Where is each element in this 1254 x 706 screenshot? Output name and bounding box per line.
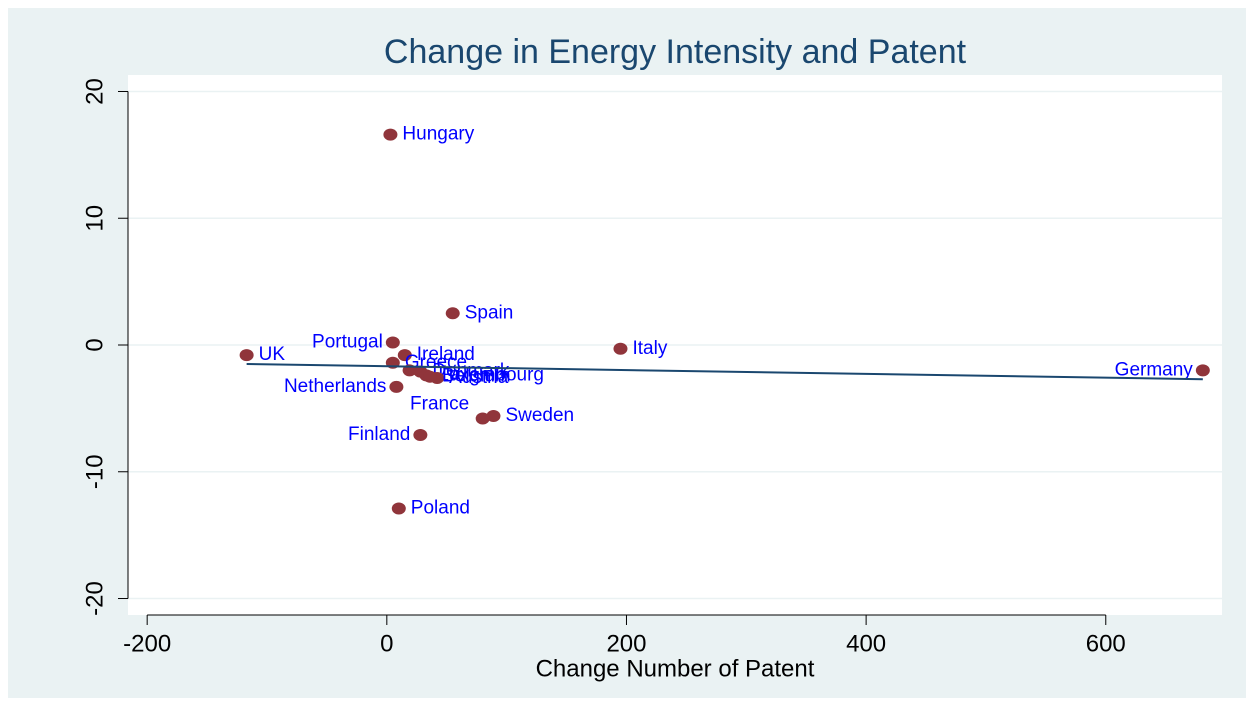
point-label: Spain [465,302,514,323]
point-label: Hungary [402,124,474,145]
point [1195,364,1210,377]
point-label: Portugal [312,331,383,352]
point-label: Italy [632,338,667,359]
point [422,370,437,383]
point [413,429,428,441]
point [239,349,254,362]
x-tick-label: 400 [846,630,886,657]
point [383,128,398,141]
y-tick-label: 10 [81,205,108,232]
point [385,336,400,349]
y-tick-label: 0 [81,338,108,351]
point [486,409,501,422]
point-label: Denmark [432,361,510,382]
x-tick-label: 200 [606,630,646,657]
x-axis-title: Change Number of Patent [536,655,815,682]
point-label: Luxembourg [438,364,544,385]
point [445,307,460,320]
y-tick-label: 20 [81,78,108,105]
y-tick-label: -20 [81,581,108,616]
x-tick-label: 600 [1086,630,1126,657]
point-label: Finland [348,424,410,445]
x-tick-label: -200 [123,630,171,657]
point-label: Germany [1115,359,1194,380]
point [397,349,412,362]
y-tick-label: -10 [81,454,108,489]
point-label: Belgium [442,366,511,387]
point-label: UK [259,344,286,365]
point-label: Netherlands [284,376,386,397]
x-tick-label: 0 [380,630,393,657]
point-label: Poland [411,498,470,519]
fit-line [246,363,1203,381]
point-label: Ireland [417,344,475,365]
point [613,342,628,355]
point-label: France [410,393,469,414]
point [389,380,404,393]
point [391,502,406,515]
point-label: Austria [449,367,509,388]
chart-title: Change in Energy Intensity and Patent [384,33,967,71]
point-label: Sweden [505,405,574,426]
point [475,412,490,425]
